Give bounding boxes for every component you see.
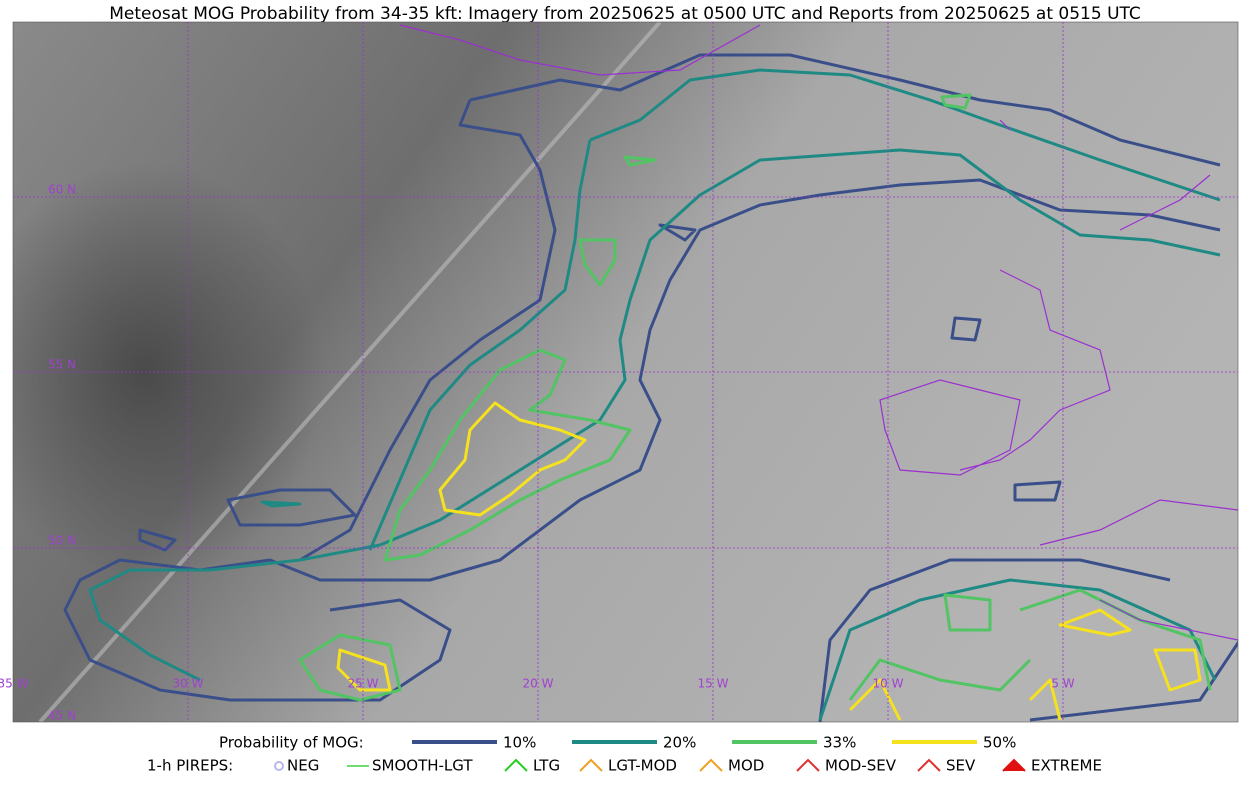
legend-icon [274,761,284,771]
legend-icon [579,758,603,772]
lon-label: 35 W [0,677,29,691]
legend-label: 10% [503,734,536,752]
legend-label: SEV [946,757,976,775]
legend-title: Probability of MOG: [219,734,364,752]
legend-label: EXTREME [1031,757,1102,775]
lon-label: 30 W [173,677,204,691]
legend-icon [1002,758,1026,772]
legend-label: LGT-MOD [608,757,677,775]
lat-label: 55 N [48,358,76,372]
legend-label: 20% [663,734,696,752]
legend-title: 1-h PIREPS: [147,757,233,775]
legend-label: NEG [287,757,319,775]
lon-label: 25 W [348,677,379,691]
legend-label: LTG [533,757,560,775]
lon-label: 15 W [698,677,729,691]
lat-label: 45 N [48,709,76,723]
lat-label: 50 N [48,534,76,548]
legend-icon [796,758,820,772]
lon-label: 10 W [873,677,904,691]
legend-icon [699,758,723,772]
legend-icon [917,758,941,772]
lon-label: 5 W [1051,677,1074,691]
lat-label: 60 N [48,183,76,197]
legend-label: 33% [823,734,856,752]
lon-label: 20 W [523,677,554,691]
legend-icon [504,758,528,772]
legend-label: SMOOTH-LGT [372,757,473,775]
legend-label: MOD-SEV [825,757,897,775]
title: Meteosat MOG Probability from 34-35 kft:… [109,4,1141,24]
legend-label: MOD [728,757,764,775]
legend-label: 50% [983,734,1016,752]
